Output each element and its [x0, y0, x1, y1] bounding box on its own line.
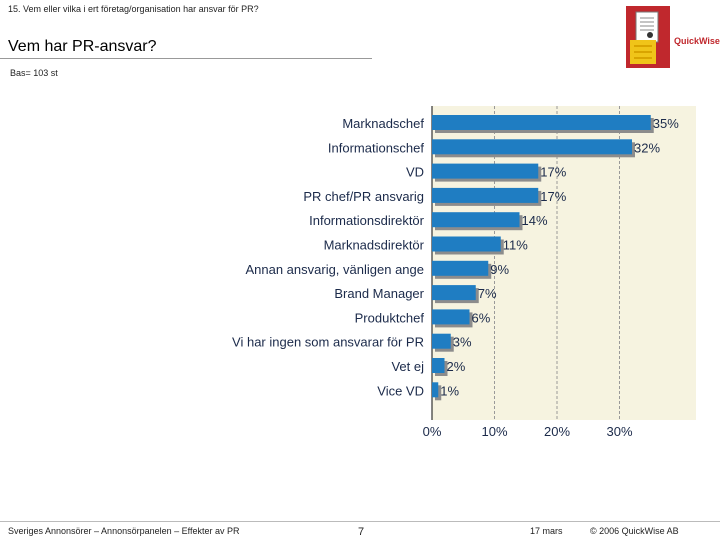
bars: 35% 32% 17% 17% 14% 11% 9% 7% 6%3% 2% 1% [432, 115, 679, 401]
category-label: Brand Manager [334, 286, 424, 301]
value-label: 11% [503, 238, 528, 253]
x-tick-label: 0% [423, 424, 442, 439]
footer-copyright: © 2006 QuickWise AB [590, 526, 679, 536]
category-label: Informationsdirektör [309, 213, 425, 228]
bar [432, 163, 539, 179]
bar [432, 382, 439, 398]
bar [432, 187, 539, 203]
base-count: Bas= 103 st [10, 68, 58, 78]
footer-source: Sveriges Annonsörer – Annonsörpanelen – … [8, 526, 240, 536]
x-tick-label: 30% [606, 424, 632, 439]
category-label: Produktchef [355, 310, 425, 325]
brand-name: QuickWise [674, 36, 720, 46]
value-label: 1% [440, 383, 459, 398]
category-label: Informationschef [328, 140, 424, 155]
category-label: Vice VD [377, 383, 424, 398]
category-label: Vi har ingen som ansvarar för PR [232, 335, 424, 350]
category-label: Vet ej [391, 359, 424, 374]
x-tick-label: 20% [544, 424, 570, 439]
bar [432, 260, 489, 276]
page-title: Vem har PR-ansvar? [8, 38, 157, 55]
category-label: Marknadsdirektör [324, 238, 425, 253]
value-label: 14% [522, 213, 548, 228]
bar [432, 309, 470, 325]
page-number: 7 [358, 526, 365, 538]
category-label: VD [406, 165, 424, 180]
value-label: 32% [634, 140, 660, 155]
question-text: 15. Vem eller vilka i ert företag/organi… [8, 4, 259, 14]
quickwise-logo-icon [626, 6, 670, 68]
x-axis-ticks: 0% 10% 20% 30% [423, 424, 633, 439]
value-label: 17% [540, 189, 566, 204]
value-label: 3% [453, 335, 472, 350]
value-label: 2% [447, 359, 466, 374]
x-tick-label: 10% [481, 424, 507, 439]
value-label: 17% [540, 165, 566, 180]
value-label: 6% [472, 310, 491, 325]
bar [432, 358, 445, 373]
footer-divider [0, 521, 720, 522]
category-labels: Marknadschef Informationschef VD PR chef/PR… [232, 116, 425, 398]
bar [432, 236, 501, 252]
bar [432, 115, 651, 130]
bar [432, 285, 476, 301]
value-label: 7% [478, 286, 497, 301]
value-label: 9% [490, 262, 509, 277]
category-label: Annan ansvarig, vänligen ange [245, 262, 424, 277]
bar [432, 139, 632, 155]
value-label: 35% [653, 116, 679, 131]
footer-date: 17 mars [530, 526, 563, 536]
bar [432, 212, 520, 228]
category-label: PR chef/PR ansvarig [303, 189, 424, 204]
bar [432, 333, 451, 349]
title-divider [0, 58, 372, 59]
category-label: Marknadschef [342, 116, 424, 131]
